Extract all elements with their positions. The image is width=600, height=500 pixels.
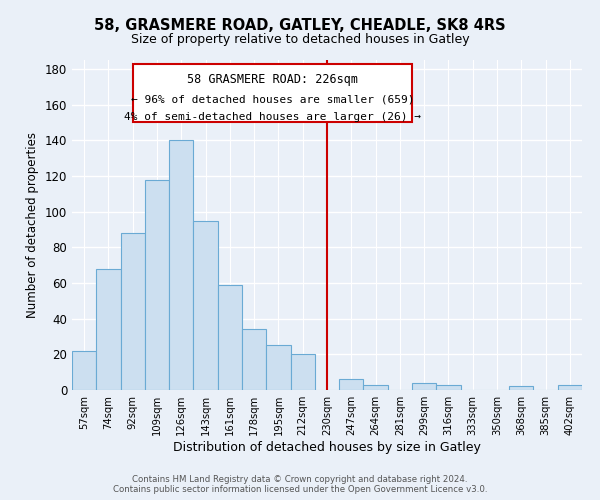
Text: 58, GRASMERE ROAD, GATLEY, CHEADLE, SK8 4RS: 58, GRASMERE ROAD, GATLEY, CHEADLE, SK8 …	[94, 18, 506, 32]
X-axis label: Distribution of detached houses by size in Gatley: Distribution of detached houses by size …	[173, 441, 481, 454]
Bar	[412, 383, 436, 390]
Text: Size of property relative to detached houses in Gatley: Size of property relative to detached ho…	[131, 32, 469, 46]
Bar	[436, 384, 461, 390]
Bar	[364, 384, 388, 390]
Bar	[290, 354, 315, 390]
Text: ← 96% of detached houses are smaller (659): ← 96% of detached houses are smaller (65…	[131, 94, 414, 104]
Bar	[339, 380, 364, 390]
Bar	[509, 386, 533, 390]
Text: 58 GRASMERE ROAD: 226sqm: 58 GRASMERE ROAD: 226sqm	[187, 73, 358, 86]
Text: Contains HM Land Registry data © Crown copyright and database right 2024.
Contai: Contains HM Land Registry data © Crown c…	[113, 474, 487, 494]
Bar	[558, 384, 582, 390]
Bar	[169, 140, 193, 390]
Bar	[96, 268, 121, 390]
Bar	[242, 330, 266, 390]
Bar	[145, 180, 169, 390]
FancyBboxPatch shape	[133, 64, 412, 122]
Bar	[121, 233, 145, 390]
Bar	[266, 346, 290, 390]
Y-axis label: Number of detached properties: Number of detached properties	[26, 132, 39, 318]
Text: 4% of semi-detached houses are larger (26) →: 4% of semi-detached houses are larger (2…	[124, 112, 421, 122]
Bar	[193, 220, 218, 390]
Bar	[218, 285, 242, 390]
Bar	[72, 351, 96, 390]
